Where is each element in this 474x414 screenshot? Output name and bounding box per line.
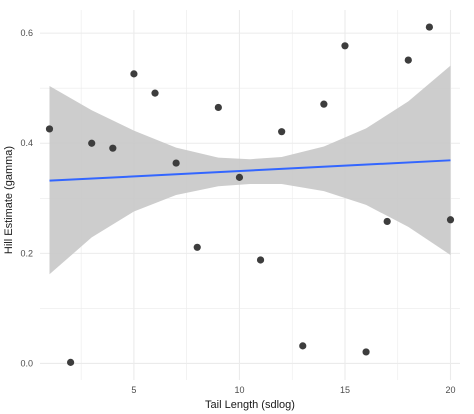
data-point bbox=[151, 89, 159, 97]
data-point bbox=[425, 23, 433, 31]
data-point bbox=[88, 139, 96, 147]
data-point bbox=[278, 128, 286, 136]
data-point bbox=[341, 42, 349, 50]
data-point bbox=[45, 125, 54, 133]
x-tick-label: 10 bbox=[234, 385, 244, 395]
data-point bbox=[130, 70, 138, 78]
data-point bbox=[109, 144, 117, 152]
x-axis-ticks: 5 10 15 20 bbox=[131, 385, 455, 395]
data-point bbox=[383, 217, 391, 226]
x-tick-label: 20 bbox=[445, 385, 455, 395]
fit-line-layer bbox=[49, 159, 451, 182]
regression-line bbox=[49, 159, 451, 182]
x-tick-label: 5 bbox=[131, 385, 136, 395]
x-tick-label: 15 bbox=[340, 385, 350, 395]
y-tick-label: 0.4 bbox=[20, 138, 33, 148]
data-points bbox=[45, 23, 455, 366]
data-point bbox=[193, 243, 201, 251]
y-axis-ticks: 0.0 0.2 0.4 0.6 bbox=[20, 28, 33, 368]
y-tick-label: 0.6 bbox=[20, 28, 33, 38]
data-point bbox=[362, 348, 370, 356]
data-point bbox=[404, 56, 412, 64]
y-tick-label: 0.0 bbox=[20, 358, 33, 368]
data-point bbox=[320, 100, 328, 108]
data-point bbox=[256, 256, 265, 264]
data-point bbox=[299, 342, 307, 350]
data-point bbox=[446, 216, 455, 224]
x-axis-title: Tail Length (sdlog) bbox=[205, 399, 295, 411]
data-point bbox=[235, 173, 244, 181]
y-axis-title: Hill Estimate (gamma) bbox=[3, 146, 15, 254]
y-tick-label: 0.2 bbox=[20, 248, 33, 258]
data-point bbox=[67, 358, 75, 366]
data-point bbox=[214, 103, 222, 112]
data-point bbox=[172, 159, 180, 167]
